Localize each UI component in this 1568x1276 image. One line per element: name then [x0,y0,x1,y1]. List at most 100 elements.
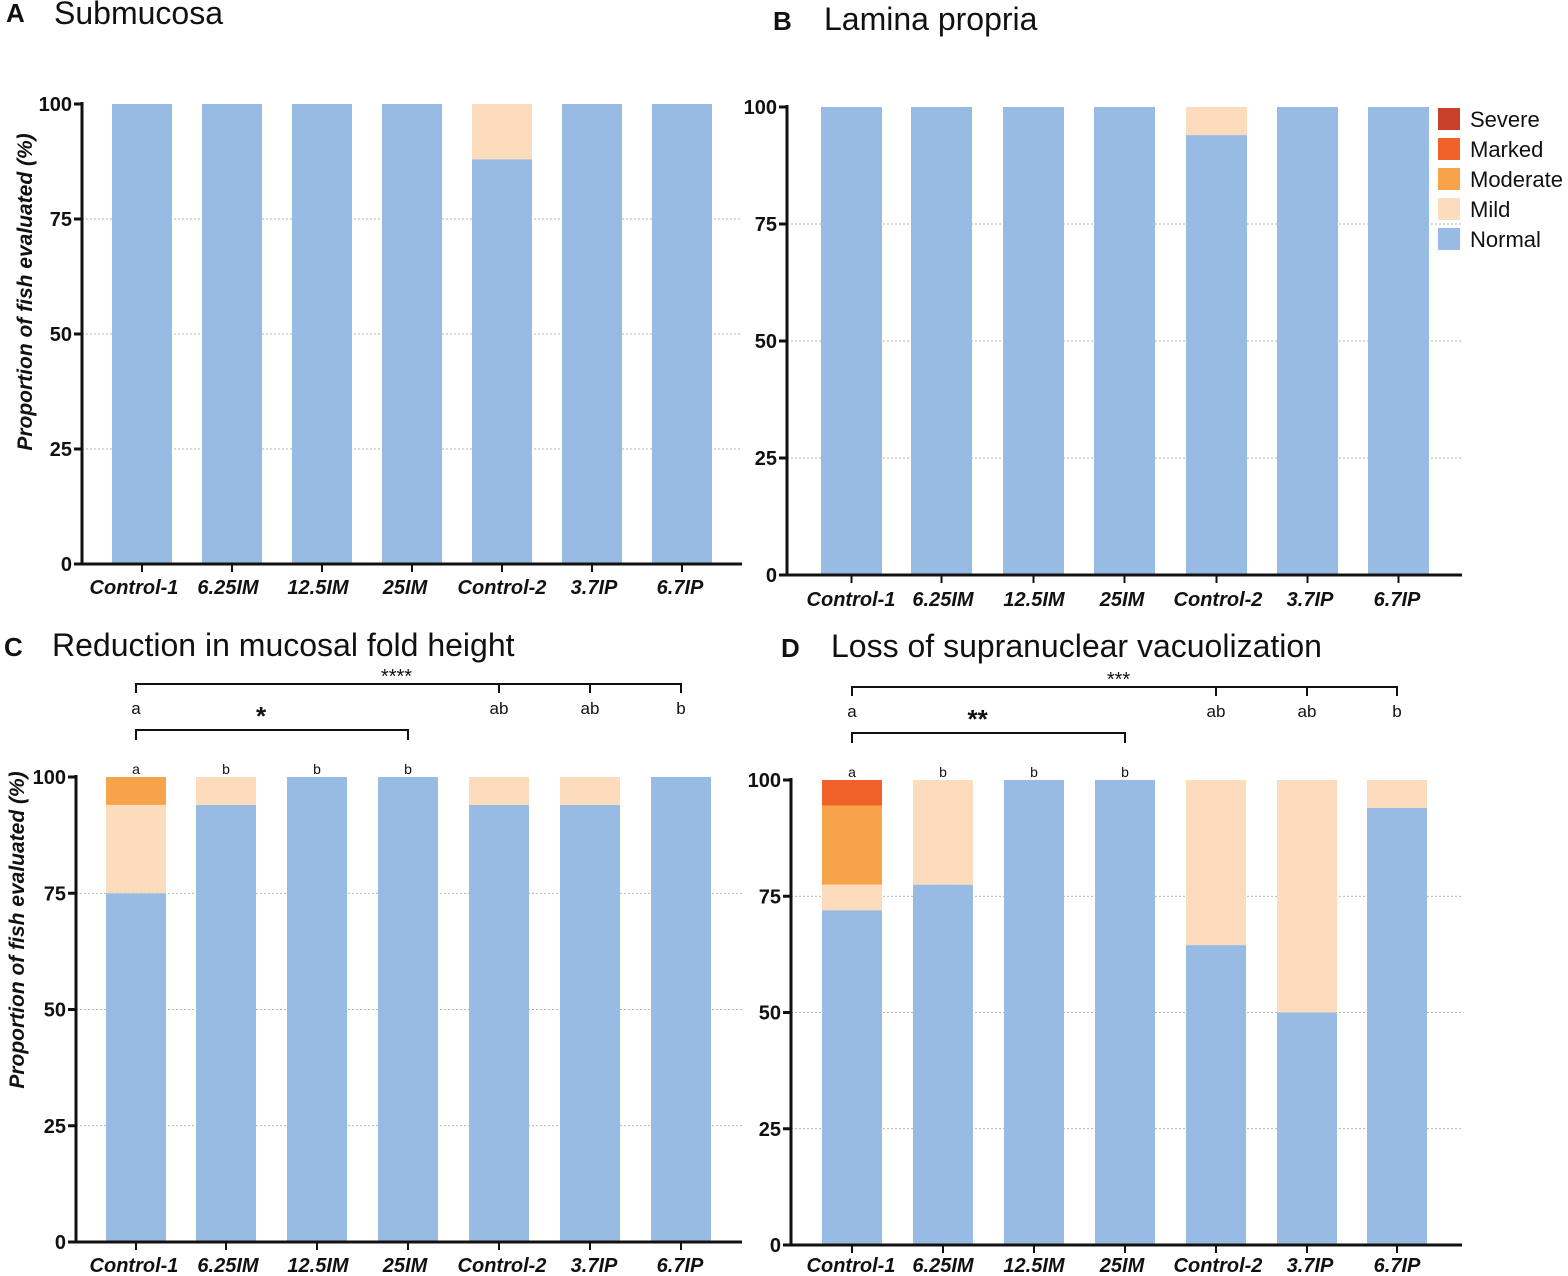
bar-segment-moderate-control-1 [106,777,166,805]
significance-bracket [135,729,409,740]
y-tick-label: 50 [50,324,72,346]
bar-segment-normal-control-2 [469,804,529,1242]
x-category-label: 3.7IP [571,577,618,599]
panel-a: A Submucosa 0 25 50 75 100 Control-1 6.25IM 12.5I… [6,0,742,599]
bar-segment-normal-12.5im [1003,107,1064,575]
significance-letter: b [1392,702,1401,721]
panel-letter: A [6,0,25,28]
x-category-label: 25IM [382,577,429,599]
x-category-label: 25IM [1099,1255,1146,1276]
x-category-label: 3.7IP [1287,1255,1334,1276]
x-category-label: 6.7IP [657,1255,704,1276]
y-axis-label: Proportion of fish evaluated (%) [14,133,37,450]
bar-significance-letter: a [848,764,856,780]
bar-segment-normal-12.5im [1004,780,1064,1245]
x-category-label: Control-2 [1174,1255,1263,1276]
y-tick-label: 25 [755,448,777,470]
legend-swatch-severe [1438,108,1460,130]
y-tick-label: 100 [748,770,781,792]
bar-segment-normal-6.7ip [651,777,711,1242]
bar-segment-mild-3.7ip [560,777,620,805]
legend-label-moderate: Moderate [1470,167,1563,192]
panel-letter: D [781,633,800,663]
legend-swatch-moderate [1438,168,1460,190]
bar-segment-normal-25im [382,104,442,564]
panel-d: D Loss of supranuclear vacuolization 0 25 50… [748,628,1462,1276]
bar-segment-normal-6.25im [196,804,256,1242]
y-tick-label: 50 [44,1000,66,1022]
legend-swatch-mild [1438,198,1460,220]
bar-segment-normal-3.7ip [562,104,622,564]
bar-segment-mild-control-2 [1186,107,1247,136]
bar-significance-letter: b [313,761,321,777]
bar-segment-normal-3.7ip [1277,1012,1337,1245]
bar-segment-normal-control-1 [821,107,882,575]
y-tick-label: 100 [744,97,777,119]
y-tick-label: 50 [755,331,777,353]
bar-segment-normal-control-2 [1186,945,1246,1245]
x-category-label: 12.5IM [287,1255,349,1276]
panel-title: Lamina propria [824,1,1038,37]
bar-segment-moderate-control-1 [822,805,882,885]
x-category-label: 3.7IP [571,1255,618,1276]
x-category-label: Control-2 [1174,589,1263,611]
legend-label-normal: Normal [1470,227,1541,252]
y-tick-label: 25 [44,1116,66,1138]
bar-significance-letter: b [939,764,947,780]
bar-significance-letter: b [404,761,412,777]
x-category-label: 6.25IM [912,589,974,611]
bar-segment-normal-control-2 [1186,135,1247,575]
significance-stars: ** [967,704,988,734]
bar-segment-normal-6.7ip [1367,807,1427,1245]
significance-stars: * [256,701,267,731]
y-tick-label: 0 [770,1235,781,1257]
bar-segment-normal-6.25im [202,104,262,564]
significance-letter: ab [490,699,509,718]
x-category-label: 12.5IM [1003,589,1065,611]
bar-significance-letter: b [222,761,230,777]
bar-segment-marked-control-1 [822,780,882,806]
legend-swatch-normal [1438,228,1460,250]
x-category-label: 12.5IM [287,577,349,599]
bar-segment-normal-25im [378,777,438,1242]
bar-segment-normal-3.7ip [1277,107,1338,575]
bar-segment-mild-3.7ip [1277,780,1337,1013]
panel-c: C Reduction in mucosal fold height 0 25 50 75… [4,627,742,1276]
bar-segment-mild-6.25im [196,777,256,805]
bar-segment-normal-6.7ip [1368,107,1429,575]
legend-label-severe: Severe [1470,107,1540,132]
panel-title: Reduction in mucosal fold height [52,627,515,663]
legend-swatch-marked [1438,138,1460,160]
x-category-label: 6.25IM [197,1255,259,1276]
legend-label-marked: Marked [1470,137,1543,162]
x-category-label: Control-1 [90,577,179,599]
bar-significance-letter: a [132,761,140,777]
x-category-label: 25IM [382,1255,429,1276]
bar-segment-normal-control-1 [106,893,166,1242]
panel-letter: C [4,632,23,662]
y-tick-label: 100 [33,767,66,789]
significance-stars: **** [381,666,412,688]
x-category-label: 6.25IM [197,577,259,599]
bar-segment-normal-3.7ip [560,804,620,1242]
significance-bracket [851,686,1398,696]
x-category-label: 6.25IM [912,1255,974,1276]
significance-letter: a [131,699,141,718]
bar-significance-letter: b [1121,764,1129,780]
significance-letter: ab [1298,702,1317,721]
significance-bracket [851,732,1126,743]
significance-letter: b [676,699,685,718]
y-tick-label: 75 [755,214,777,236]
bar-segment-normal-12.5im [287,777,347,1242]
bar-segment-mild-6.25im [913,780,973,885]
y-tick-label: 75 [44,883,66,905]
y-axis-label: Proportion of fish evaluated (%) [6,771,29,1088]
bar-segment-normal-control-1 [112,104,172,564]
x-category-label: 25IM [1099,589,1146,611]
bar-segment-normal-6.25im [913,884,973,1245]
x-category-label: 6.7IP [1374,589,1421,611]
bar-segment-mild-control-2 [472,104,532,160]
bar-segment-normal-control-2 [472,159,532,564]
y-tick-label: 100 [39,94,72,116]
